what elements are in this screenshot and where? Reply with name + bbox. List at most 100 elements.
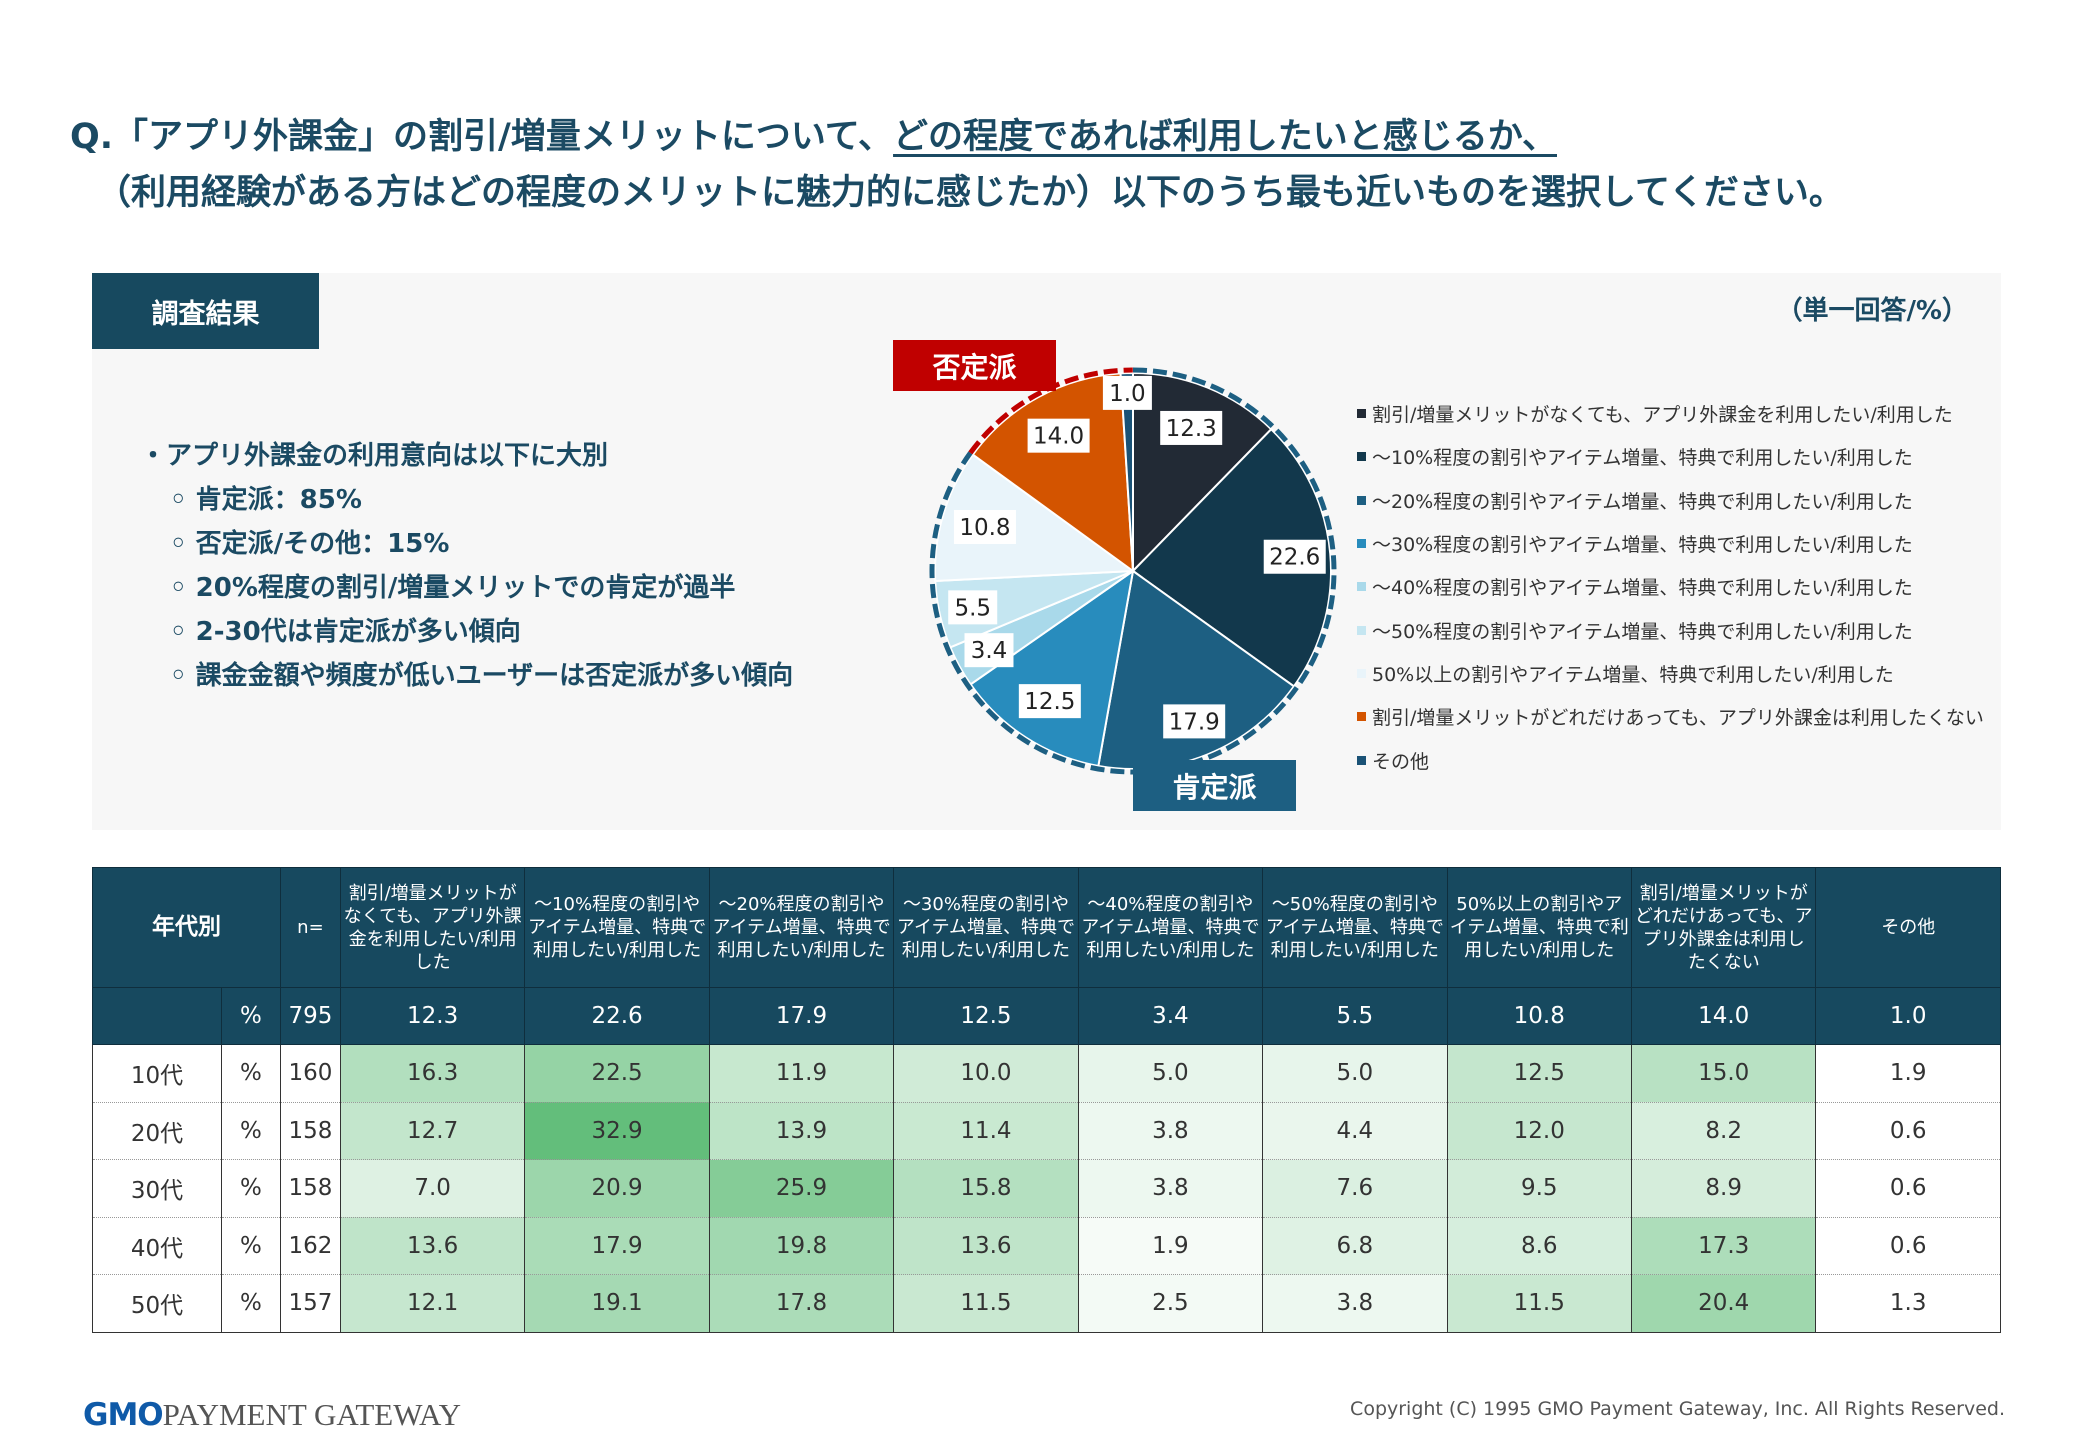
table-row: 20代% 158 12.7 32.9 13.9 11.4 3.8 4.4 12.0 8.2 0.6 [92, 1102, 2001, 1160]
heatmap-cell: 3.8 [1262, 1274, 1448, 1333]
heatmap-cell: 22.5 [524, 1044, 710, 1103]
heatmap-cell: 9.5 [1446, 1159, 1632, 1218]
legend-label: ～30%程度の割引やアイテム増量、特典で利用したい/利用した [1372, 534, 1913, 557]
value-cell: 3.4 [1077, 987, 1264, 1045]
legend-label: その他 [1372, 750, 1430, 773]
negative-outline [968, 367, 1133, 455]
pie-data-label: 10.8 [953, 509, 1016, 544]
heatmap-cell: 7.0 [339, 1159, 525, 1218]
heatmap-cell: 20.4 [1630, 1274, 1816, 1333]
legend-item: ～40%程度の割引やアイテム増量、特典で利用したい/利用した [1357, 565, 1984, 608]
column-header: 割引/増量メリットがどれだけあっても、アプリ外課金は利用したくない [1630, 867, 1817, 988]
summary-bullets: ・アプリ外課金の利用意向は以下に大別 ◦ 肯定派：85% ◦ 否定派/その他：1… [140, 434, 793, 698]
row-label: 10代 [92, 1044, 222, 1103]
heatmap-cell: 5.0 [1077, 1044, 1263, 1103]
legend-swatch [1357, 668, 1366, 678]
bullet: ◦ 課金金額や頻度が低いユーザーは否定派が多い傾向 [170, 661, 794, 691]
n-cell: 158 [279, 1159, 341, 1218]
column-header: ～30%程度の割引やアイテム増量、特典で利用したい/利用した [893, 867, 1079, 988]
value-cell: 5.5 [1262, 987, 1448, 1045]
n-cell: 158 [279, 1102, 341, 1160]
heatmap-cell: 19.8 [708, 1217, 894, 1275]
legend-label: 割引/増量メリットがなくても、アプリ外課金を利用したい/利用した [1372, 404, 1953, 427]
bullet: ◦ 肯定派：85% [170, 485, 362, 515]
column-header: ～20%程度の割引やアイテム増量、特典で利用したい/利用した [708, 867, 895, 988]
legend-label: ～50%程度の割引やアイテム増量、特典で利用したい/利用した [1372, 620, 1913, 643]
logo-gmo: GMO [83, 1397, 164, 1433]
heatmap-cell: 4.4 [1262, 1102, 1448, 1160]
negative-badge: 否定派 [893, 340, 1056, 391]
heatmap-cell: 1.3 [1815, 1274, 2001, 1333]
svg-text:12.5: 12.5 [1024, 689, 1075, 715]
legend-item: 50%以上の割引やアイテム増量、特典で利用したい/利用した [1357, 652, 1984, 695]
pie-data-label: 17.9 [1163, 704, 1226, 739]
unit-cell: % [220, 1102, 281, 1160]
pie-legend: 割引/増量メリットがなくても、アプリ外課金を利用したい/利用した ～10%程度の割… [1357, 392, 1984, 782]
heatmap-cell: 32.9 [524, 1102, 710, 1160]
pie-slice [971, 372, 1135, 574]
unit-cell: % [220, 987, 281, 1045]
svg-text:10.8: 10.8 [959, 515, 1010, 541]
legend-swatch [1357, 712, 1366, 722]
heatmap-cell: 11.5 [1446, 1274, 1632, 1333]
table-row: 10代% 160 16.3 22.5 11.9 10.0 5.0 5.0 12.5 15.0 1.9 [92, 1044, 2001, 1103]
legend-swatch [1357, 452, 1366, 462]
heatmap-cell: 13.9 [708, 1102, 894, 1160]
positive-badge: 肯定派 [1133, 760, 1296, 811]
legend-swatch [1357, 755, 1366, 765]
table-row: 50代% 157 12.1 19.1 17.8 11.5 2.5 3.8 11.5 20.4 1.3 [92, 1274, 2001, 1333]
heatmap-cell: 0.6 [1815, 1102, 2001, 1160]
gmo-logo: GMOPAYMENT GATEWAY [83, 1397, 461, 1433]
bullet: ◦ 否定派/その他：15% [170, 529, 450, 559]
pie-data-label: 5.5 [948, 590, 998, 625]
heatmap-cell: 17.9 [524, 1217, 710, 1275]
column-header: 50%以上の割引やアイテム増量、特典で利用したい/利用した [1446, 867, 1632, 988]
legend-item: ～10%程度の割引やアイテム増量、特典で利用したい/利用した [1357, 435, 1984, 478]
heatmap-cell: 16.3 [339, 1044, 525, 1103]
heatmap-cell: 11.9 [708, 1044, 894, 1103]
pie-slice [1119, 371, 1134, 572]
legend-item: 割引/増量メリットがなくても、アプリ外課金を利用したい/利用した [1357, 392, 1984, 435]
heatmap-cell: 19.1 [524, 1274, 710, 1333]
pie-data-label: 22.6 [1263, 539, 1326, 574]
header-n: n= [279, 867, 341, 988]
pie-slice [1097, 569, 1296, 770]
legend-label: 割引/増量メリットがどれだけあっても、アプリ外課金は利用したくない [1372, 707, 1984, 730]
header-age: 年代別 [92, 867, 281, 988]
heatmap-cell: 12.7 [339, 1102, 525, 1160]
n-cell: 160 [279, 1044, 341, 1103]
pie-data-label: 12.3 [1160, 410, 1223, 445]
title-text: Q.「アプリ外課金」の割引/増量メリットについて、 [70, 117, 894, 157]
legend-swatch [1357, 539, 1366, 549]
heatmap-cell: 17.8 [708, 1274, 894, 1333]
table-row: 40代% 162 13.6 17.9 19.8 13.6 1.9 6.8 8.6 17.3 0.6 [92, 1217, 2001, 1275]
svg-text:14.0: 14.0 [1033, 424, 1084, 450]
heatmap-cell: 15.0 [1630, 1044, 1816, 1103]
column-header: ～40%程度の割引やアイテム増量、特典で利用したい/利用した [1077, 867, 1264, 988]
heatmap-cell: 6.8 [1262, 1217, 1448, 1275]
pie-chart: 12.3 22.6 17.9 12.5 3.4 5.5 10.8 14.0 1.0 [929, 367, 1337, 775]
heatmap-cell: 0.6 [1815, 1217, 2001, 1275]
pie-data-label: 12.5 [1018, 684, 1081, 719]
pie-data-label: 14.0 [1027, 418, 1090, 453]
legend-item: ～50%程度の割引やアイテム増量、特典で利用したい/利用した [1357, 608, 1984, 651]
heatmap-cell: 25.9 [708, 1159, 894, 1218]
heatmap-cell: 8.2 [1630, 1102, 1816, 1160]
svg-text:5.5: 5.5 [954, 595, 991, 621]
column-header: 割引/増量メリットがなくても、アプリ外課金を利用したい/利用した [339, 867, 526, 988]
legend-item: 割引/増量メリットがどれだけあっても、アプリ外課金は利用したくない [1357, 695, 1984, 738]
n-cell: 795 [279, 987, 341, 1045]
column-header: その他 [1815, 867, 2001, 988]
row-label [92, 987, 222, 1045]
heatmap-cell: 2.5 [1077, 1274, 1263, 1333]
unit-cell: % [220, 1217, 281, 1275]
column-header: ～10%程度の割引やアイテム増量、特典で利用したい/利用した [524, 867, 710, 988]
heatmap-cell: 15.8 [893, 1159, 1079, 1218]
unit-cell: % [220, 1159, 281, 1218]
heatmap-cell: 8.6 [1446, 1217, 1632, 1275]
heatmap-cell: 11.4 [893, 1102, 1079, 1160]
heatmap-cell: 10.0 [893, 1044, 1079, 1103]
pie-slice [1131, 427, 1332, 688]
heatmap-cell: 8.9 [1630, 1159, 1816, 1218]
value-cell: 14.0 [1630, 987, 1817, 1045]
